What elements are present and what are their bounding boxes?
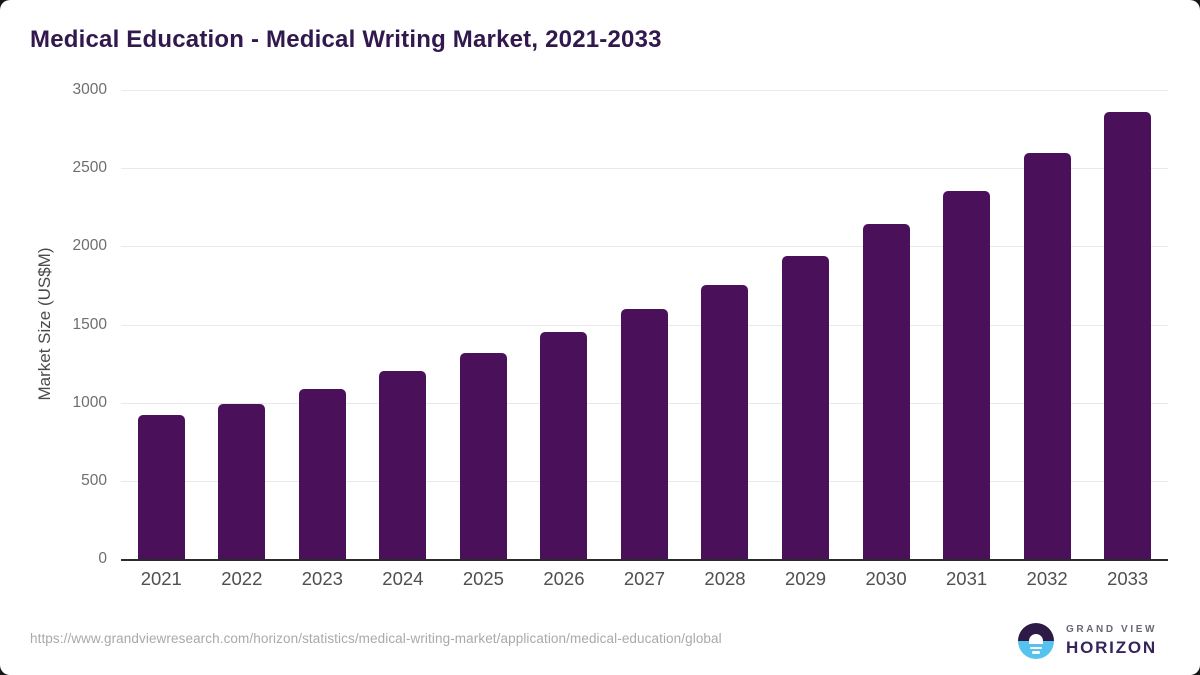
x-tick-2028: 2028 [704, 568, 746, 589]
bar-2027[interactable] [620, 308, 668, 559]
grand-view-horizon-logo: GRAND VIEW HORIZON [1018, 620, 1188, 666]
bar-slot-2022 [202, 90, 283, 559]
chart-title: Medical Education - Medical Writing Mark… [30, 26, 662, 53]
bar-slot-2029 [765, 90, 846, 559]
bar-slot-2024 [363, 90, 444, 559]
x-tick-2021: 2021 [140, 568, 182, 589]
logo-brand-line1: GRAND VIEW [1066, 624, 1157, 635]
x-tick-2030: 2030 [865, 568, 907, 589]
bar-2033[interactable] [1104, 111, 1152, 559]
x-tick-2022: 2022 [221, 568, 263, 589]
bar-slot-2030 [846, 90, 927, 559]
gridline-3000 [121, 90, 1168, 91]
x-axis-tick-labels: 2021 2022 2023 2024 2025 2026 2027 2028 2029 2030… [121, 568, 1168, 590]
bar-2030[interactable] [862, 224, 910, 559]
logo-water-line-2 [1032, 651, 1040, 654]
bar-2023[interactable] [298, 388, 346, 559]
bar-2032[interactable] [1023, 153, 1071, 559]
y-axis-tick-labels: 0 500 1000 1500 2000 2500 3000 [0, 0, 107, 675]
bar-slot-2025 [443, 90, 524, 559]
bar-slot-2026 [524, 90, 605, 559]
bar-slot-2023 [282, 90, 363, 559]
y-tick-500: 500 [81, 471, 107, 489]
plot-area [121, 90, 1168, 561]
gridline-2500 [121, 168, 1168, 170]
bar-series [121, 90, 1168, 559]
y-tick-0: 0 [98, 550, 107, 567]
x-tick-2024: 2024 [382, 568, 424, 589]
y-tick-2500: 2500 [72, 159, 107, 177]
bar-slot-2027 [604, 90, 685, 559]
bar-2021[interactable] [137, 415, 185, 559]
x-tick-2033: 2033 [1107, 568, 1149, 589]
x-tick-2027: 2027 [623, 568, 666, 589]
bar-slot-2033 [1087, 90, 1168, 559]
bar-2028[interactable] [701, 284, 749, 559]
bar-2029[interactable] [782, 255, 830, 559]
bar-2024[interactable] [379, 371, 427, 559]
logo-water-half [1018, 641, 1054, 659]
x-tick-2032: 2032 [1026, 568, 1068, 589]
x-tick-2029: 2029 [784, 568, 827, 589]
bar-2022[interactable] [218, 404, 266, 559]
bar-2025[interactable] [459, 353, 507, 559]
x-tick-2023: 2023 [301, 568, 343, 589]
bar-slot-2031 [926, 90, 1007, 559]
y-tick-1000: 1000 [72, 393, 107, 411]
source-url: https://www.grandviewresearch.com/horizo… [30, 631, 722, 646]
horizon-sunrise-icon [1018, 623, 1054, 659]
logo-brand-line2: HORIZON [1066, 638, 1157, 657]
y-tick-3000: 3000 [72, 81, 107, 98]
x-tick-2025: 2025 [462, 568, 504, 589]
y-tick-2000: 2000 [72, 237, 107, 255]
logo-text: GRAND VIEW HORIZON [1066, 624, 1157, 658]
bar-2026[interactable] [540, 332, 588, 559]
logo-water-line-1 [1030, 646, 1042, 649]
logo-sky-half [1018, 623, 1054, 641]
x-tick-2026: 2026 [543, 568, 585, 589]
bar-slot-2021 [121, 90, 202, 559]
bar-2031[interactable] [943, 190, 991, 559]
logo-sun-arch [1029, 634, 1043, 644]
bar-slot-2032 [1007, 90, 1088, 559]
y-tick-1500: 1500 [72, 315, 107, 333]
x-tick-2031: 2031 [946, 568, 988, 589]
gridline-2000 [121, 246, 1168, 248]
bar-slot-2028 [685, 90, 766, 559]
